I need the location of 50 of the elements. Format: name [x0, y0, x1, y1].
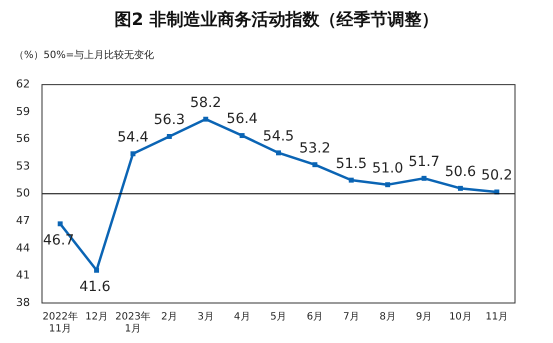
- y-tick-label: 50: [16, 186, 30, 200]
- point: [422, 176, 427, 181]
- data-label: 56.4: [226, 111, 258, 128]
- x-tick-label: 10月: [449, 312, 472, 323]
- data-label: 41.6: [79, 278, 111, 295]
- point: [385, 182, 390, 188]
- point: [166, 134, 172, 139]
- y-tick-label: 53: [16, 159, 30, 172]
- point: [130, 151, 136, 156]
- x-tick-label: 5月: [270, 312, 287, 323]
- x-tick-label: 11月: [485, 312, 508, 323]
- data-label: 58.2: [190, 94, 222, 111]
- x-tick-label: 4月: [234, 312, 250, 323]
- data-label: 56.3: [154, 112, 185, 128]
- data-label: 46.7: [43, 232, 74, 248]
- data-label: 54.4: [117, 129, 149, 146]
- y-tick-label: 38: [16, 296, 30, 309]
- x-tick-label: 8月: [379, 312, 396, 323]
- x-tick-label: 2023年 1月: [115, 310, 151, 335]
- point: [458, 186, 463, 191]
- point: [240, 133, 245, 138]
- y-tick-label: 41: [16, 268, 30, 282]
- y-tick-label: 59: [16, 104, 30, 118]
- text: 50%=与上月比较无变化: [44, 50, 154, 61]
- point: [58, 221, 63, 226]
- x-tick-label: 6月: [306, 312, 324, 323]
- data-label: 51.5: [336, 156, 367, 172]
- y-tick-label: 62: [16, 77, 30, 90]
- x-tick-label: 2月: [161, 312, 178, 323]
- data-label: 53.2: [299, 140, 330, 156]
- data-label: 50.6: [444, 164, 476, 180]
- point: [94, 268, 100, 273]
- y-tick-label: 56: [16, 132, 30, 146]
- x-tick-label: 3月: [198, 312, 214, 323]
- x-tick-label: 7月: [343, 312, 360, 323]
- data-label: 50.2: [481, 168, 512, 184]
- data-label: 54.5: [262, 128, 294, 144]
- point: [276, 150, 281, 156]
- x-tick-label: 2022年 11月: [42, 310, 78, 335]
- y-tick-label: 44: [16, 241, 30, 254]
- x-tick-label: 9月: [416, 312, 432, 323]
- point: [203, 116, 208, 122]
- point: [312, 162, 318, 168]
- data-label: 51.7: [408, 154, 440, 170]
- y-axis-title: （%）: [14, 50, 44, 61]
- y-tick-label: 47: [16, 214, 30, 227]
- point: [348, 178, 354, 183]
- chart-title: 图2 非制造业商务活动指数（经季节调整）: [114, 9, 440, 32]
- x-tick-label: 12月: [85, 312, 108, 323]
- data-label: 51.0: [372, 160, 404, 176]
